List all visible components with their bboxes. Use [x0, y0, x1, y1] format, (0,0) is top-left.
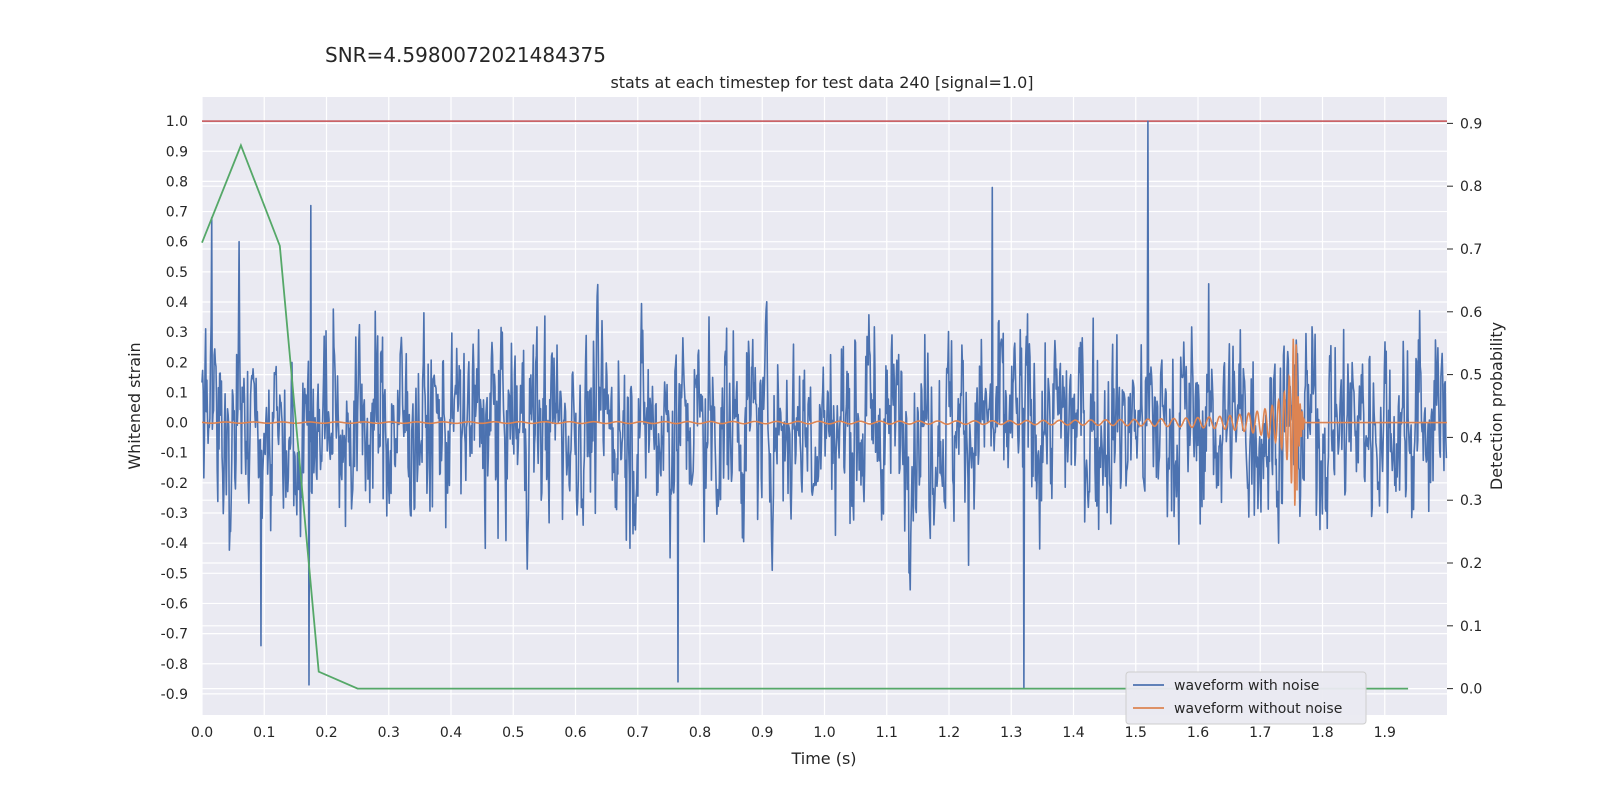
x-tick-label: 1.6 — [1187, 725, 1209, 741]
noisy-waveform-line — [201, 120, 1448, 689]
x-tick-label: 1.1 — [876, 725, 898, 741]
y-tick-label: 0.8 — [166, 174, 188, 190]
series-waveform-with-noise — [201, 120, 1448, 689]
chart-suptitle: SNR=4.5980072021484375 — [325, 43, 606, 67]
x-tick-label: 0.1 — [253, 725, 275, 741]
y2-tick-label: 0.9 — [1460, 116, 1482, 132]
x-tick-label: 0.6 — [564, 725, 586, 741]
x-tick-label: 0.4 — [440, 725, 462, 741]
y2-tick-label: 0.3 — [1460, 493, 1482, 509]
x-tick-label: 0.3 — [378, 725, 400, 741]
y2-tick-label: 0.7 — [1460, 242, 1482, 258]
y-tick-label: -0.3 — [161, 506, 188, 522]
y-tick-label: 0.4 — [166, 295, 188, 311]
y2-tick-label: 0.1 — [1460, 619, 1482, 635]
y-tick-label: 0.7 — [166, 205, 188, 221]
legend: waveform with noise waveform without noi… — [1125, 671, 1367, 725]
y-tick-label: -0.7 — [161, 627, 188, 643]
x-tick-label: 1.5 — [1125, 725, 1147, 741]
y2-tick-label: 0.0 — [1460, 682, 1482, 698]
y2-tick-label: 0.2 — [1460, 556, 1482, 572]
clean-waveform-line — [201, 338, 1447, 506]
y-tick-label: -0.5 — [161, 566, 188, 582]
y-tick-label: -0.6 — [161, 596, 188, 612]
y-tick-label: 0.2 — [166, 355, 188, 371]
chart-title: stats at each timestep for test data 240… — [610, 73, 1033, 92]
y-tick-label: 0.3 — [166, 325, 188, 341]
x-tick-label: 1.0 — [813, 725, 835, 741]
y-axis-label: Whitened strain — [125, 342, 144, 469]
x-tick-label: 0.9 — [751, 725, 773, 741]
legend-label-noisy: waveform with noise — [1174, 678, 1319, 694]
y-tick-label: 0.6 — [166, 235, 188, 251]
x-tick-label: 1.9 — [1374, 725, 1396, 741]
x-tick-label: 1.8 — [1311, 725, 1333, 741]
y-tick-label: -0.2 — [161, 476, 188, 492]
y-tick-label: 0.1 — [166, 385, 188, 401]
legend-label-clean: waveform without noise — [1174, 701, 1342, 717]
x-tick-label: 1.4 — [1062, 725, 1084, 741]
x-tick-label: 1.2 — [938, 725, 960, 741]
y-tick-label: -0.8 — [161, 657, 188, 673]
x-tick-label: 0.0 — [191, 725, 213, 741]
y2-tick-label: 0.4 — [1460, 430, 1482, 446]
y-axis-ticks: 1.0 0.9 0.8 0.7 0.6 0.5 0.4 0.3 0.2 0.1 0.0 -0.1 -0.… — [161, 114, 188, 703]
y-tick-label: 0.0 — [166, 416, 188, 432]
legend-box — [1125, 671, 1367, 725]
x-tick-label: 0.7 — [627, 725, 649, 741]
y2-tick-label: 0.6 — [1460, 305, 1482, 321]
x-axis-ticks: 0.0 0.1 0.2 0.3 0.4 0.5 0.6 0.7 0.8 0.9 1.0 1.1 1.2 1… — [191, 725, 1396, 741]
y-tick-label: -0.1 — [161, 446, 188, 462]
y2-tick-label: 0.8 — [1460, 179, 1482, 195]
x-tick-label: 1.7 — [1249, 725, 1271, 741]
y-tick-label: 1.0 — [166, 114, 188, 130]
series-waveform-without-noise — [201, 338, 1447, 506]
x-tick-label: 0.8 — [689, 725, 711, 741]
y-tick-label: 0.9 — [166, 144, 188, 160]
y2-tick-label: 0.5 — [1460, 368, 1482, 384]
y2-axis-label: Detection probability — [1487, 322, 1506, 490]
y-tick-label: -0.4 — [161, 536, 188, 552]
x-tick-label: 1.3 — [1000, 725, 1022, 741]
y-tick-label: -0.9 — [161, 687, 188, 703]
x-tick-label: 0.5 — [502, 725, 524, 741]
x-tick-label: 0.2 — [315, 725, 337, 741]
y-tick-label: 0.5 — [166, 265, 188, 281]
x-axis-label: Time (s) — [790, 749, 856, 768]
y2-axis-ticks: 0.9 0.8 0.7 0.6 0.5 0.4 0.3 0.2 0.1 0.0 — [1447, 116, 1482, 698]
